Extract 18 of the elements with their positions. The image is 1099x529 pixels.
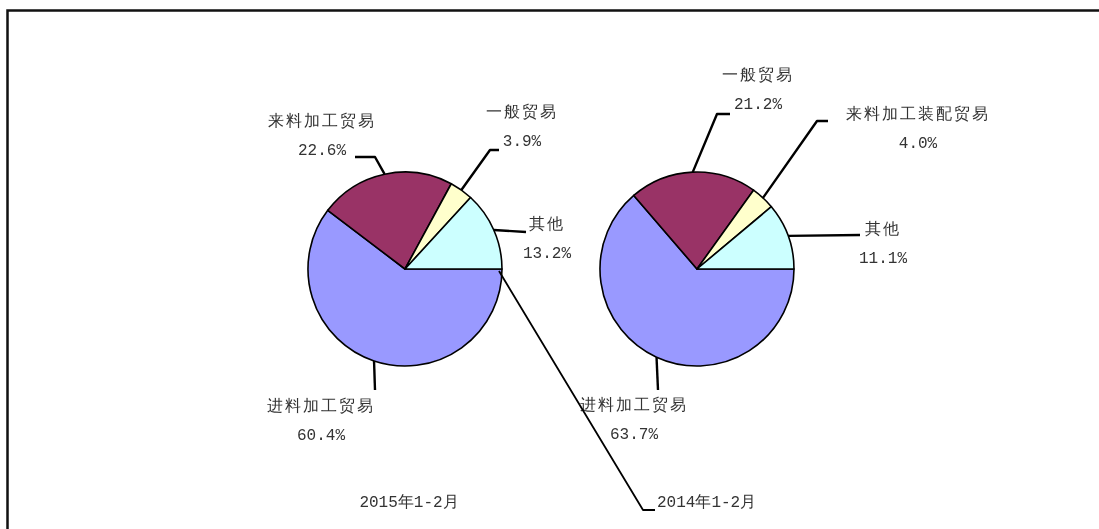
text: 2014年1-2月 (657, 494, 757, 512)
slice-label: 其他 (529, 215, 565, 234)
text: 2015年1-2月 (359, 494, 459, 512)
slice-label: 一般贸易 (722, 66, 794, 85)
slice-label: 来料加工装配贸易 (846, 105, 990, 124)
slice-label: 来料加工贸易 (268, 112, 376, 131)
data-label: 4.0% (898, 135, 938, 153)
data-label: 11.1% (858, 250, 908, 268)
data-label: 13.2% (522, 245, 572, 263)
data-label: 22.6% (297, 142, 347, 160)
slice-label: 其他 (865, 220, 901, 239)
slice-label: 进料加工贸易 (580, 396, 688, 415)
data-label: 63.7% (609, 426, 659, 444)
data-label: 21.2% (733, 96, 783, 114)
slice-label: 一般贸易 (486, 103, 558, 122)
data-label: 3.9% (502, 133, 542, 151)
data-label: 60.4% (296, 427, 346, 445)
slice-label: 进料加工贸易 (267, 397, 375, 416)
